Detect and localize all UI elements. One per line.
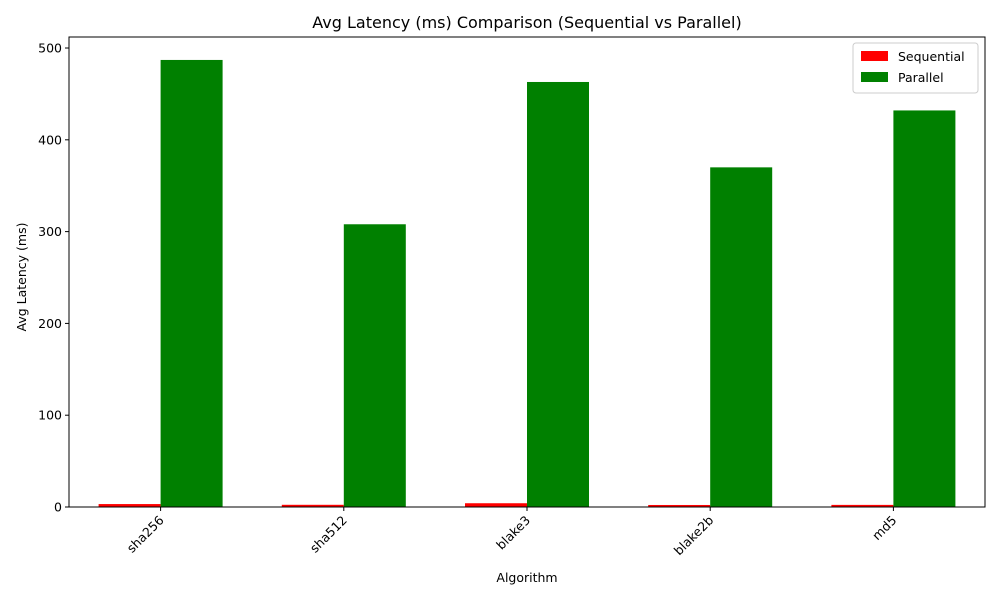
- plot-area: 0 100 200 300 400 500 sha256 sha512 blake3 blake2…: [38, 36, 986, 558]
- bar-sequential-blake2b: [648, 504, 711, 507]
- legend: Sequential Parallel: [852, 42, 979, 94]
- x-axis-label: Algorithm: [496, 570, 557, 585]
- bar-parallel-blake2b: [710, 167, 773, 507]
- bar-parallel-sha256: [160, 59, 223, 507]
- legend-swatch-sequential: [861, 51, 888, 61]
- y-tick-label: 400: [38, 132, 62, 147]
- y-tick-label: 500: [38, 41, 62, 56]
- x-tick-label: blake2b: [671, 512, 717, 558]
- bar-sequential-blake3: [465, 503, 527, 507]
- bar-sequential-md5: [831, 504, 894, 507]
- x-tick-label: sha256: [124, 512, 167, 555]
- y-tick-label: 100: [38, 408, 62, 423]
- y-tick-label: 200: [38, 316, 62, 331]
- chart-title: Avg Latency (ms) Comparison (Sequential …: [312, 13, 741, 32]
- y-axis-label: Avg Latency (ms): [14, 223, 29, 332]
- bar-parallel-md5: [893, 110, 956, 507]
- bar-parallel-sha512: [343, 224, 406, 507]
- legend-label-parallel: Parallel: [898, 70, 944, 85]
- bar-sequential-sha256: [98, 504, 161, 507]
- x-tick-label: sha512: [307, 513, 350, 556]
- x-tick-label: blake3: [493, 513, 533, 553]
- bar-parallel-blake3: [527, 81, 589, 507]
- bar-sequential-sha512: [281, 504, 344, 507]
- y-tick-label: 300: [38, 224, 62, 239]
- y-tick-label: 0: [54, 500, 62, 515]
- legend-label-sequential: Sequential: [898, 49, 965, 64]
- x-tick-label: md5: [869, 513, 899, 543]
- legend-swatch-parallel: [861, 72, 888, 82]
